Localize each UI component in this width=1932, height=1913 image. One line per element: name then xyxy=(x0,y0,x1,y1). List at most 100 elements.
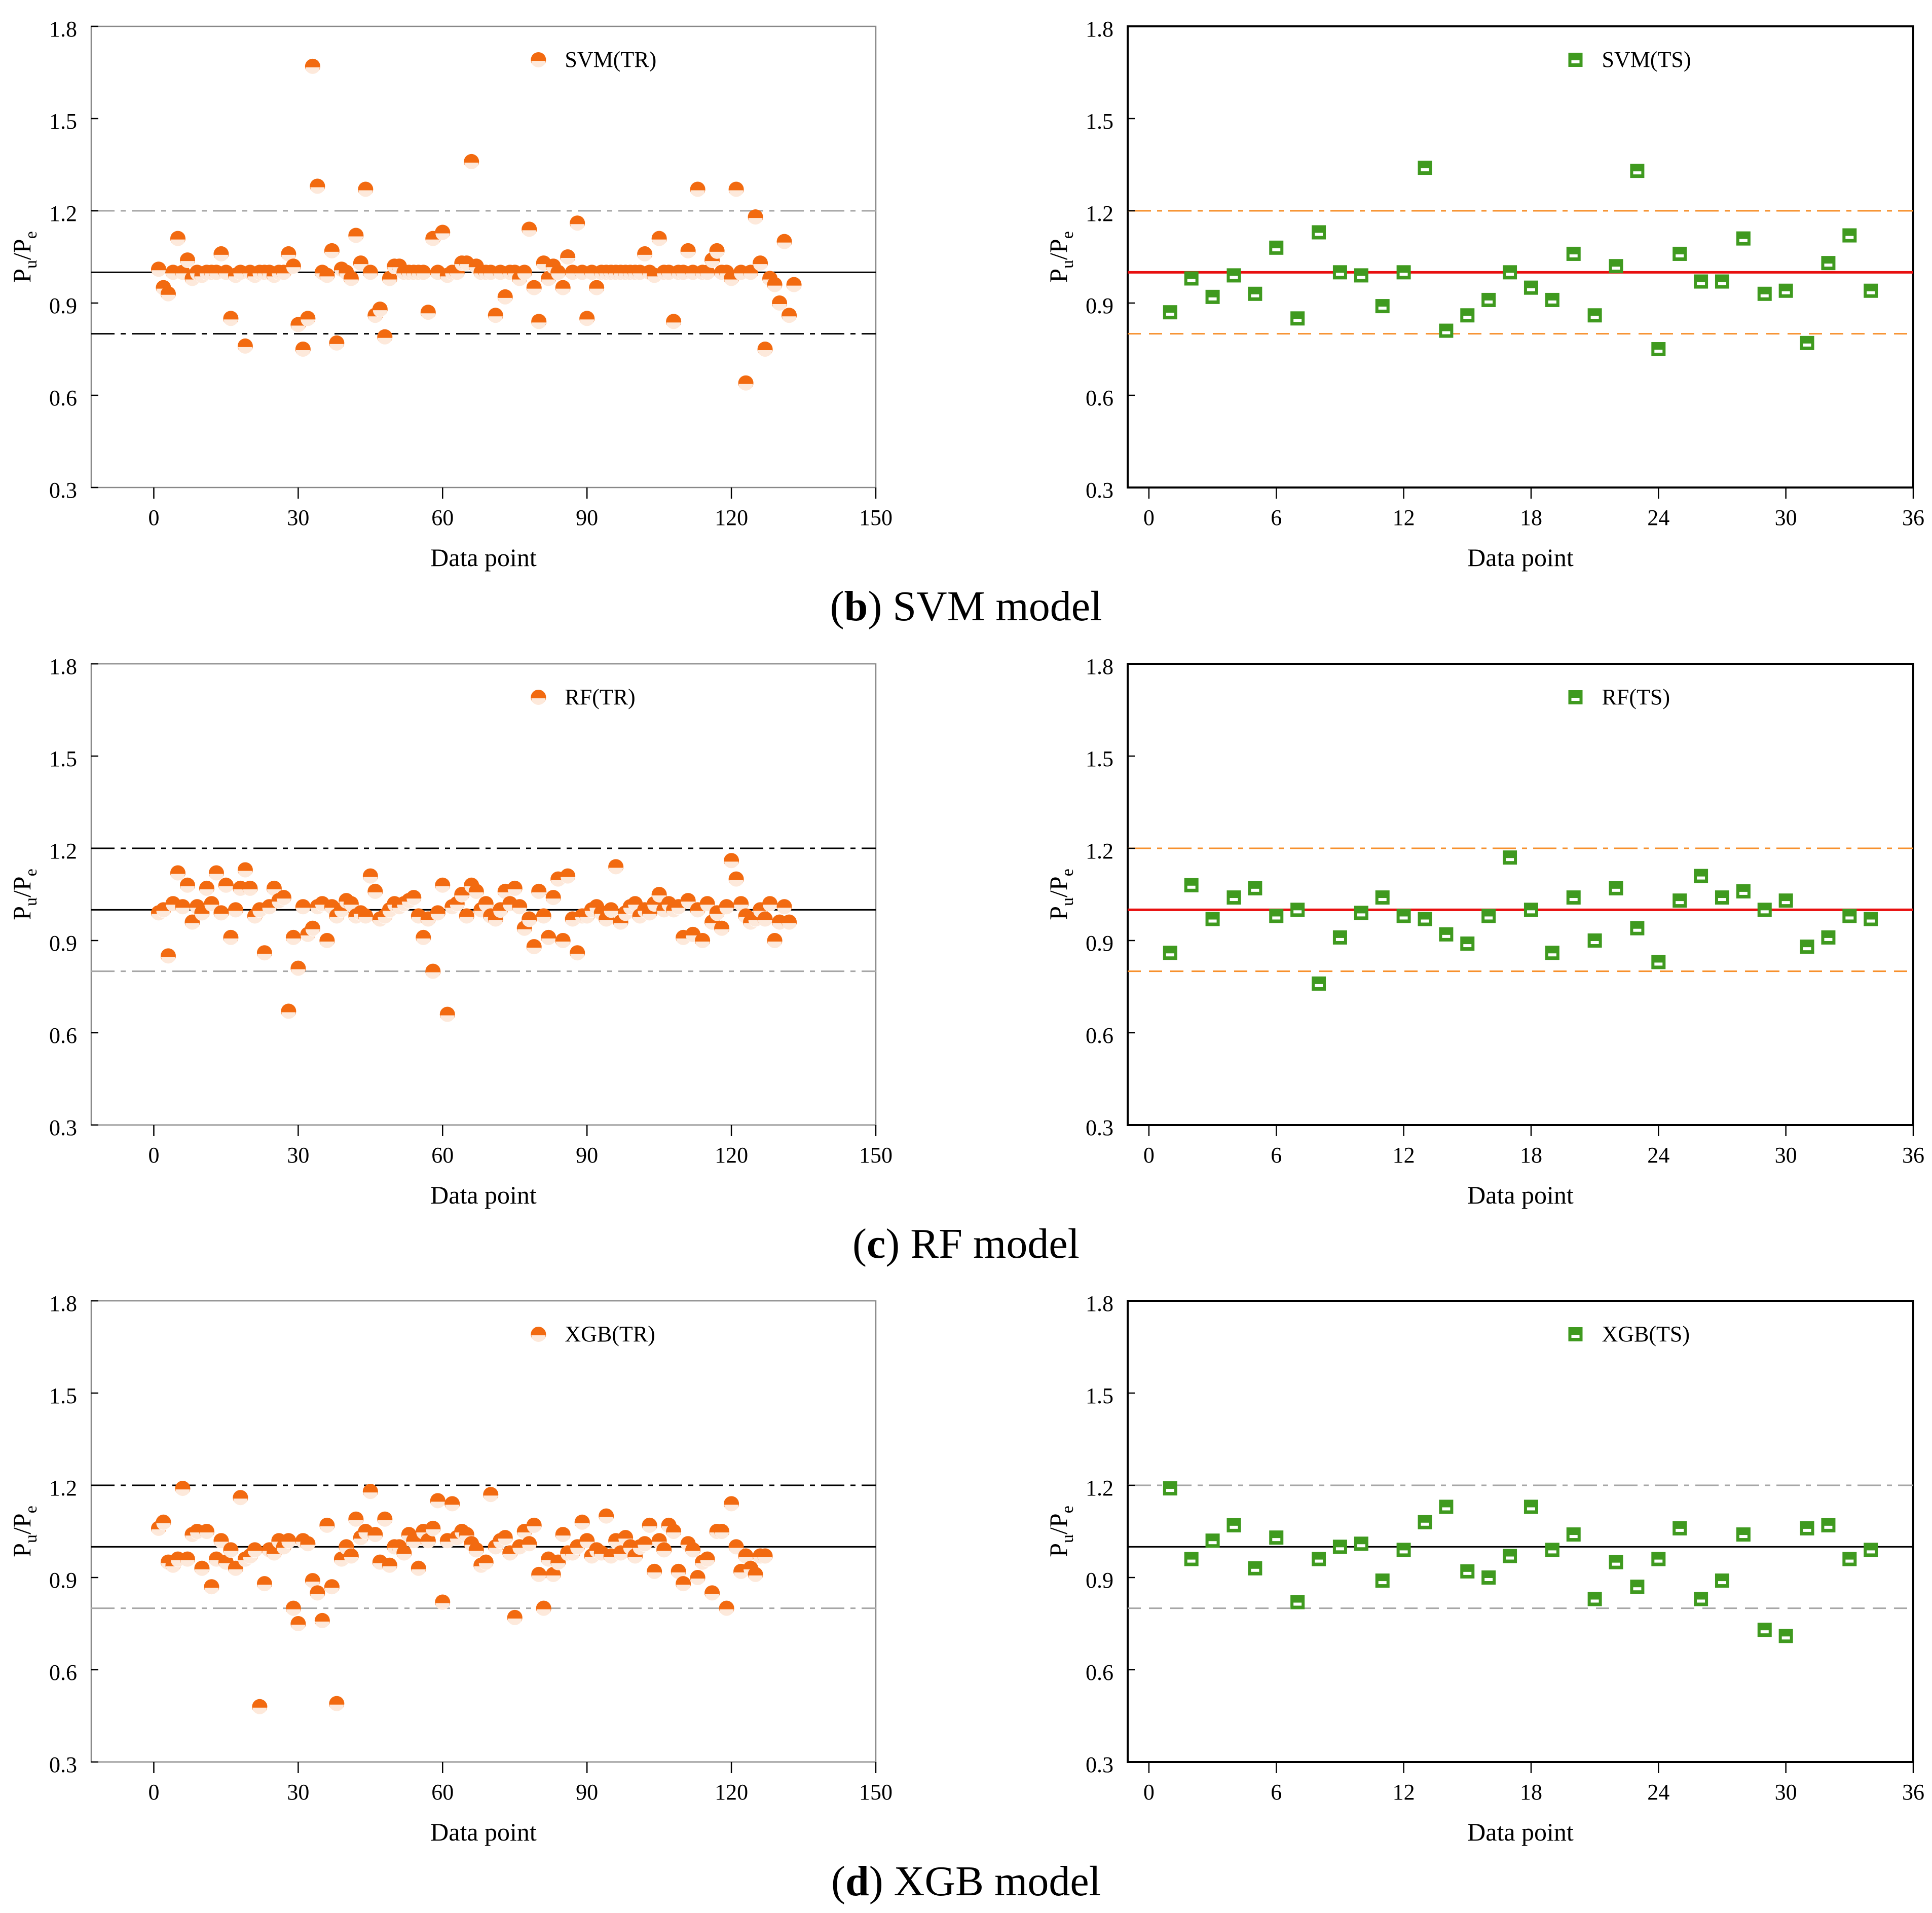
data-point xyxy=(1842,909,1857,923)
marker-highlight xyxy=(373,310,387,318)
data-point xyxy=(1354,1536,1368,1551)
x-tick-label: 6 xyxy=(1271,1780,1282,1805)
data-point xyxy=(213,246,229,262)
legend-label: SVM(TS) xyxy=(1602,47,1691,72)
marker-highlight xyxy=(1463,316,1472,319)
marker-highlight xyxy=(772,304,787,311)
marker-highlight xyxy=(1527,1507,1535,1511)
x-tick-label: 30 xyxy=(1775,1780,1797,1805)
marker-highlight xyxy=(488,316,503,324)
x-tick-label: 90 xyxy=(576,1780,598,1805)
data-point xyxy=(603,902,619,918)
marker-highlight xyxy=(1272,248,1281,251)
data-point xyxy=(719,1600,734,1617)
data-point xyxy=(1439,1499,1454,1514)
marker-square xyxy=(1439,323,1454,338)
marker-square xyxy=(1715,890,1729,905)
plot-frame xyxy=(1127,1300,1914,1763)
legend-marker xyxy=(531,52,546,68)
marker-highlight xyxy=(368,1535,383,1543)
marker-highlight xyxy=(666,1532,681,1540)
y-axis-label-part: e xyxy=(1058,869,1077,876)
marker-highlight xyxy=(301,1545,315,1552)
data-point xyxy=(647,1563,662,1580)
marker-square xyxy=(1587,933,1602,948)
data-point xyxy=(651,231,667,247)
data-point xyxy=(329,335,345,351)
data-point xyxy=(1375,1573,1390,1588)
panel-train-1: 0.3 0.6 0.9 1.2 1.5 1.8 0 30 60 90 120 150 Data poin… xyxy=(8,654,893,1209)
data-point xyxy=(285,258,301,275)
y-tick-label: 0.6 xyxy=(1086,1660,1113,1685)
marker-highlight xyxy=(291,969,306,977)
marker-highlight xyxy=(1166,313,1174,316)
marker-highlight xyxy=(724,1505,739,1512)
data-point xyxy=(372,302,388,318)
data-point xyxy=(449,896,465,912)
data-point xyxy=(160,286,176,302)
marker-square xyxy=(1630,164,1645,178)
marker-highlight xyxy=(161,957,175,964)
marker-highlight xyxy=(421,920,435,927)
marker-highlight xyxy=(628,1557,643,1564)
data-point xyxy=(738,375,754,391)
data-point xyxy=(772,295,788,311)
marker-highlight xyxy=(1867,1550,1875,1554)
data-point xyxy=(497,289,513,305)
data-point xyxy=(1481,1570,1496,1585)
marker-highlight xyxy=(1463,944,1472,948)
data-point xyxy=(1269,909,1284,923)
marker-square xyxy=(1418,1515,1432,1529)
marker-square xyxy=(1312,225,1326,240)
marker-highlight xyxy=(1569,254,1578,257)
y-tick-label: 0.3 xyxy=(49,1752,77,1777)
marker-highlight xyxy=(1378,898,1387,902)
marker-highlight xyxy=(527,1526,541,1533)
x-tick-label: 30 xyxy=(1775,1143,1797,1168)
marker-highlight xyxy=(1845,236,1854,239)
data-point xyxy=(1651,1552,1666,1566)
data-point xyxy=(1757,903,1772,917)
marker-highlight xyxy=(1315,233,1323,236)
marker-square xyxy=(1503,850,1517,865)
data-point xyxy=(362,868,378,884)
data-point xyxy=(281,1003,296,1020)
data-point xyxy=(545,890,561,906)
panel-test-0: 0.3 0.6 0.9 1.2 1.5 1.8 0 6 12 18 24 30 36 Data point… xyxy=(1044,17,1924,572)
marker-highlight xyxy=(666,322,681,330)
marker-highlight xyxy=(561,877,575,884)
marker-highlight xyxy=(1590,316,1599,319)
marker-highlight xyxy=(329,1704,344,1712)
data-point xyxy=(199,880,214,896)
marker-highlight xyxy=(368,316,383,324)
marker-highlight xyxy=(382,1566,397,1573)
data-point xyxy=(377,1511,393,1527)
marker-highlight xyxy=(1612,888,1620,892)
data-point xyxy=(1778,893,1793,908)
marker-highlight xyxy=(690,911,705,918)
marker-highlight xyxy=(507,1618,522,1626)
marker-highlight xyxy=(1421,919,1429,923)
marker-highlight xyxy=(642,1526,657,1533)
marker-square xyxy=(1842,1552,1857,1566)
marker-highlight xyxy=(305,929,320,936)
marker-highlight xyxy=(753,264,768,272)
data-point xyxy=(589,280,605,296)
marker-square xyxy=(1354,1536,1368,1551)
marker-highlight xyxy=(555,1535,570,1543)
marker-highlight xyxy=(758,920,772,927)
marker-highlight xyxy=(214,254,229,262)
data-point xyxy=(753,255,768,272)
marker-highlight xyxy=(262,908,277,915)
data-point xyxy=(714,920,730,936)
marker-highlight xyxy=(1293,1602,1302,1606)
marker-square xyxy=(1481,909,1496,923)
marker-highlight xyxy=(532,1575,546,1583)
marker-highlight xyxy=(488,920,503,927)
marker-highlight xyxy=(570,1548,585,1555)
y-tick-label: 0.3 xyxy=(49,1115,77,1140)
x-tick-label: 24 xyxy=(1647,1780,1669,1805)
data-point xyxy=(522,1536,537,1552)
marker-highlight xyxy=(1357,913,1365,917)
marker-highlight xyxy=(527,288,541,296)
